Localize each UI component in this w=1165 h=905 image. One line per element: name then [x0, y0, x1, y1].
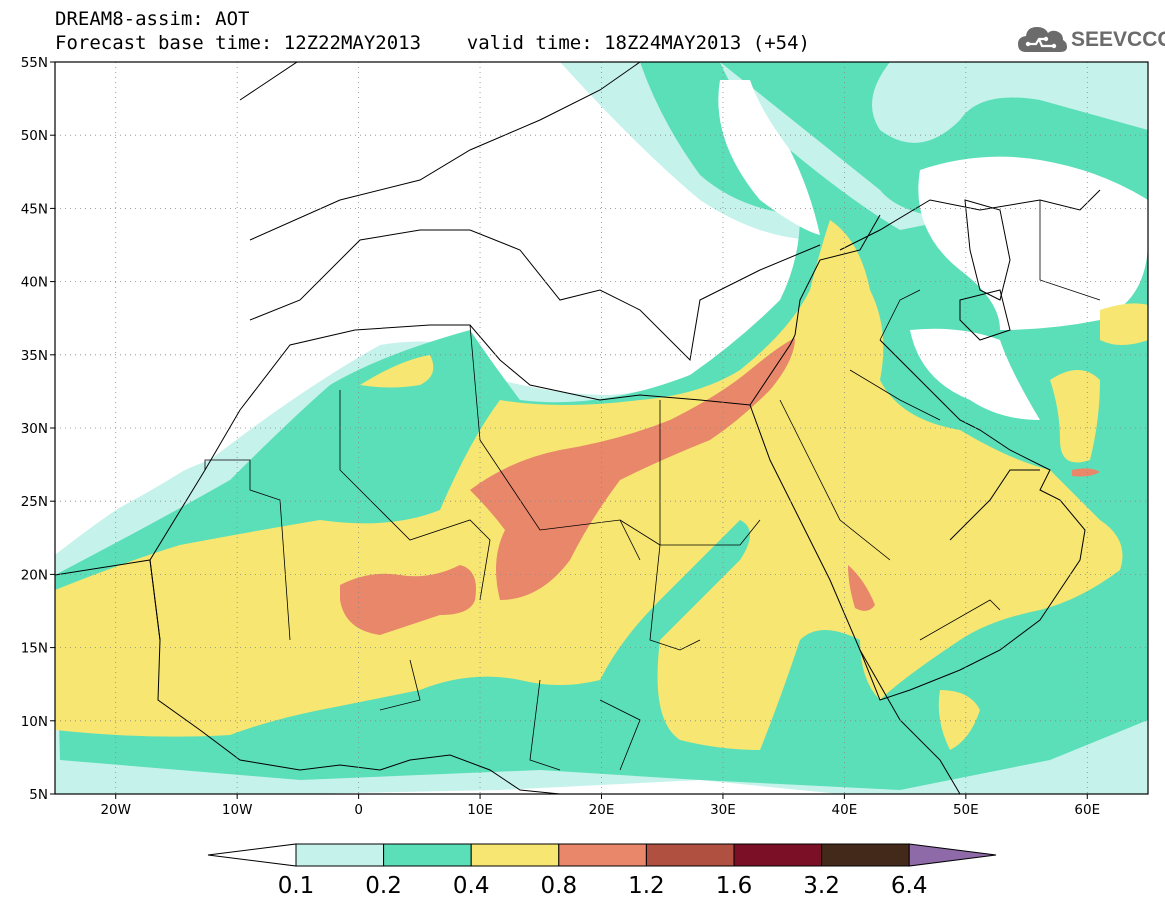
lat-label: 50N: [21, 128, 48, 144]
lon-label: 40E: [832, 802, 858, 818]
legend-box: [295, 843, 385, 867]
legend-level-label: 0.4: [453, 873, 490, 899]
lat-label: 40N: [21, 275, 48, 291]
seevccc-logo: SEEVCCC: [1016, 20, 1165, 60]
legend-level-label: 0.8: [541, 873, 578, 899]
cloud-icon: [1018, 27, 1067, 52]
lon-label: 60E: [1074, 802, 1100, 818]
lat-label: 10N: [21, 714, 48, 730]
gridlines: [55, 62, 1148, 794]
lat-label: 25N: [21, 494, 48, 510]
legend-arrow-low: [207, 843, 297, 867]
legend-level-label: 1.6: [716, 873, 753, 899]
coastlines: [55, 62, 1101, 794]
lat-label: 20N: [21, 567, 48, 583]
map-area: [55, 62, 1148, 794]
legend-box: [470, 843, 560, 867]
legend-level-label: 6.4: [891, 873, 928, 899]
lon-label: 20E: [589, 802, 615, 818]
lon-label: 0: [354, 802, 363, 818]
lon-label: 10W: [222, 802, 253, 818]
lat-label: 30N: [21, 421, 48, 437]
logo-text: SEEVCCC: [1071, 28, 1165, 51]
lon-label: 50E: [953, 802, 979, 818]
lon-label: 30E: [710, 802, 736, 818]
lat-label: 55N: [21, 55, 48, 71]
lon-label: 20W: [100, 802, 131, 818]
borders: [204, 200, 1101, 771]
axis-ticks: [50, 61, 1088, 799]
map-title: DREAM8-assim: AOT: [55, 8, 250, 30]
legend-box: [383, 843, 472, 867]
legend-box: [733, 843, 823, 867]
lat-label: 15N: [21, 641, 48, 657]
legend-labels: 0.1 0.2 0.4 0.8 1.2 1.6 3.2 6.4: [278, 873, 928, 899]
legend-boxes: [207, 843, 997, 867]
latitude-labels: 55N 50N 45N 40N 35N 30N 25N 20N 15N 10N 5N: [21, 55, 48, 803]
lon-label: 10E: [467, 802, 493, 818]
legend-box: [645, 843, 735, 867]
legend-level-label: 0.2: [365, 873, 402, 899]
legend-arrow-high: [908, 843, 997, 867]
legend-level-label: 3.2: [803, 873, 840, 899]
lat-label: 45N: [21, 201, 48, 217]
longitude-labels: 20W 10W 0 10E 20E 30E 40E 50E 60E: [100, 802, 1100, 818]
legend-box: [558, 843, 647, 867]
map-subtitle: Forecast base time: 12Z22MAY2013 valid t…: [55, 32, 810, 54]
lat-label: 5N: [29, 787, 48, 803]
legend-level-label: 0.1: [278, 873, 315, 899]
legend-level-label: 1.2: [628, 873, 665, 899]
lat-label: 35N: [21, 348, 48, 364]
legend-box: [821, 843, 910, 867]
aot-band-0.8: [340, 338, 1100, 635]
